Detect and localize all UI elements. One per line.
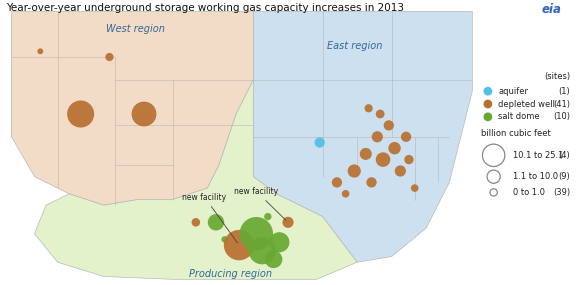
Point — [341, 192, 350, 196]
Text: aquifer: aquifer — [498, 87, 528, 96]
Point — [396, 169, 405, 173]
Text: (39): (39) — [553, 188, 570, 197]
Point — [275, 240, 284, 245]
Text: Year-over-year underground storage working gas capacity increases in 2013: Year-over-year underground storage worki… — [6, 3, 404, 13]
Text: new facility: new facility — [234, 187, 286, 220]
Text: salt dome: salt dome — [498, 112, 540, 121]
Point — [191, 220, 200, 225]
Text: West region: West region — [106, 23, 165, 34]
Point — [211, 220, 221, 225]
Text: billion cubic feet: billion cubic feet — [481, 129, 551, 139]
Point — [376, 112, 385, 116]
Point — [263, 214, 272, 219]
Point — [483, 89, 492, 93]
Point — [269, 257, 278, 262]
Text: 0 to 1.0: 0 to 1.0 — [513, 188, 545, 197]
Point — [332, 180, 342, 185]
Point — [483, 115, 492, 119]
Text: eia: eia — [541, 3, 562, 16]
Point — [410, 186, 419, 190]
Point — [105, 55, 114, 59]
Point — [252, 231, 261, 236]
Point — [361, 152, 370, 156]
Text: (sites): (sites) — [544, 72, 570, 82]
Polygon shape — [35, 80, 357, 279]
Point — [76, 112, 85, 116]
Text: (41): (41) — [553, 99, 570, 109]
Polygon shape — [253, 11, 472, 262]
Point — [364, 106, 373, 111]
Point — [283, 220, 293, 225]
Point — [139, 112, 149, 116]
Point — [350, 169, 359, 173]
Point — [384, 123, 393, 128]
Text: (1): (1) — [559, 87, 570, 96]
Text: new facility: new facility — [183, 192, 237, 243]
Point — [373, 135, 382, 139]
Point — [404, 157, 414, 162]
Point — [315, 140, 324, 145]
Text: depleted well: depleted well — [498, 99, 555, 109]
Text: Producing region: Producing region — [189, 268, 272, 279]
Point — [489, 174, 498, 179]
Point — [483, 102, 492, 106]
Text: (10): (10) — [553, 112, 570, 121]
Point — [234, 243, 244, 247]
Point — [378, 157, 388, 162]
Text: 1.1 to 10.0: 1.1 to 10.0 — [513, 172, 558, 181]
Text: 10.1 to 25.1: 10.1 to 25.1 — [513, 151, 563, 160]
Point — [401, 135, 411, 139]
Text: (4): (4) — [559, 151, 570, 160]
Point — [36, 49, 45, 54]
Text: East region: East region — [327, 40, 382, 51]
Text: (9): (9) — [559, 172, 570, 181]
Point — [489, 190, 498, 195]
Point — [220, 237, 229, 242]
Point — [367, 180, 376, 185]
Point — [257, 249, 267, 253]
Polygon shape — [12, 11, 253, 205]
Point — [489, 153, 498, 158]
Point — [390, 146, 399, 150]
